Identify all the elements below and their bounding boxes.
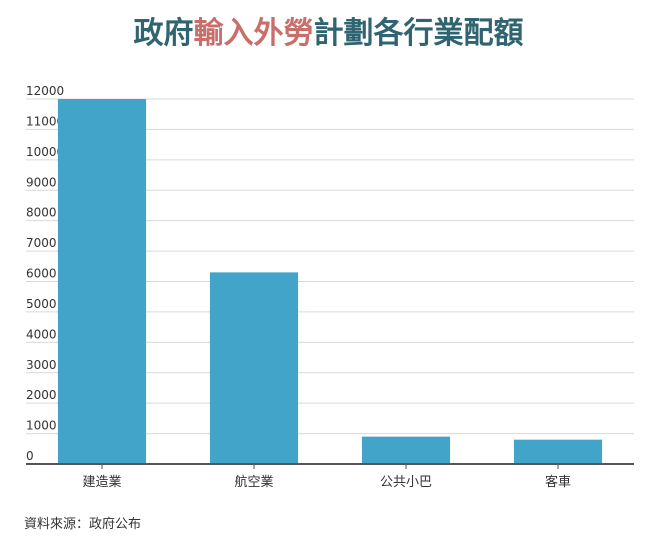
y-tick-label: 7000 — [26, 236, 57, 250]
x-tick-label: 建造業 — [82, 474, 121, 490]
y-tick-label: 3000 — [26, 358, 57, 372]
y-tick-label: 8000 — [26, 206, 57, 220]
y-tick-label: 12000 — [26, 84, 64, 98]
y-tick-label: 6000 — [26, 267, 57, 281]
y-tick-label: 5000 — [26, 297, 57, 311]
chart-title: 政府輸入外勞計劃各行業配額 — [0, 14, 657, 54]
x-tick-label: 航空業 — [234, 474, 273, 490]
y-axis-ticks: 0 1000 2000 3000 4000 5000 6000 7000 8000 9000 100… — [26, 84, 64, 463]
bar-1 — [57, 99, 147, 464]
title-part-1: 政府 — [133, 16, 194, 51]
y-tick-label: 10000 — [26, 145, 64, 159]
title-part-2: 輸入外勞 — [193, 16, 314, 51]
y-tick-label: 4000 — [26, 327, 57, 341]
y-tick-label: 2000 — [26, 388, 57, 402]
x-axis-ticks: 建造業 航空業 公共小巴 客車 — [82, 464, 571, 490]
y-tick-label: 9000 — [26, 175, 57, 189]
x-tick-label: 客車 — [545, 474, 571, 490]
bar-2 — [209, 272, 299, 464]
source-note: 資料來源：政府公布 — [24, 517, 142, 532]
y-tick-label: 0 — [26, 449, 34, 463]
y-tick-label: 11000 — [26, 114, 64, 128]
y-tick-label: 1000 — [26, 419, 57, 433]
bar-4 — [513, 439, 603, 464]
bar-3 — [361, 436, 451, 464]
x-tick-label: 公共小巴 — [380, 475, 432, 490]
bars — [57, 99, 603, 464]
title-part-3: 計劃各行業配額 — [313, 16, 524, 51]
